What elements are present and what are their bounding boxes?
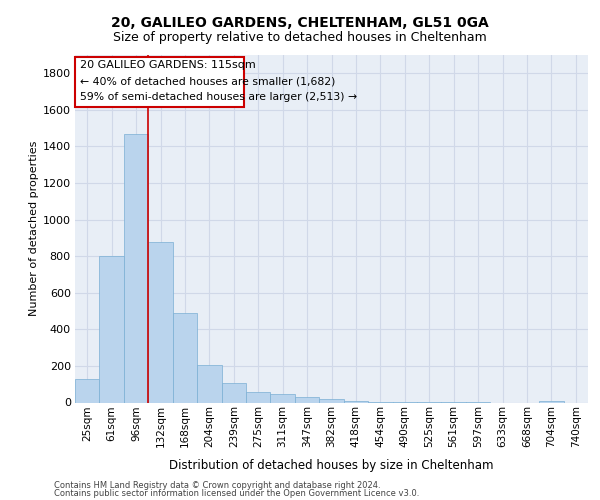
Text: 20, GALILEO GARDENS, CHELTENHAM, GL51 0GA: 20, GALILEO GARDENS, CHELTENHAM, GL51 0G… xyxy=(111,16,489,30)
Bar xyxy=(100,256,124,402)
Y-axis label: Number of detached properties: Number of detached properties xyxy=(29,141,38,316)
Bar xyxy=(344,401,368,402)
Bar xyxy=(75,378,100,402)
Text: Size of property relative to detached houses in Cheltenham: Size of property relative to detached ho… xyxy=(113,31,487,44)
Text: 20 GALILEO GARDENS: 115sqm: 20 GALILEO GARDENS: 115sqm xyxy=(80,60,256,70)
Bar xyxy=(319,399,344,402)
Bar xyxy=(173,313,197,402)
Text: Contains HM Land Registry data © Crown copyright and database right 2024.: Contains HM Land Registry data © Crown c… xyxy=(54,481,380,490)
Bar xyxy=(246,392,271,402)
Bar xyxy=(221,384,246,402)
Text: ← 40% of detached houses are smaller (1,682): ← 40% of detached houses are smaller (1,… xyxy=(80,76,336,86)
FancyBboxPatch shape xyxy=(76,57,244,107)
Text: 59% of semi-detached houses are larger (2,513) →: 59% of semi-detached houses are larger (… xyxy=(80,92,358,102)
Bar xyxy=(124,134,148,402)
Bar xyxy=(295,397,319,402)
Bar xyxy=(197,365,221,403)
Text: Contains public sector information licensed under the Open Government Licence v3: Contains public sector information licen… xyxy=(54,488,419,498)
X-axis label: Distribution of detached houses by size in Cheltenham: Distribution of detached houses by size … xyxy=(169,458,494,471)
Bar xyxy=(539,400,563,402)
Bar xyxy=(148,242,173,402)
Bar xyxy=(271,394,295,402)
